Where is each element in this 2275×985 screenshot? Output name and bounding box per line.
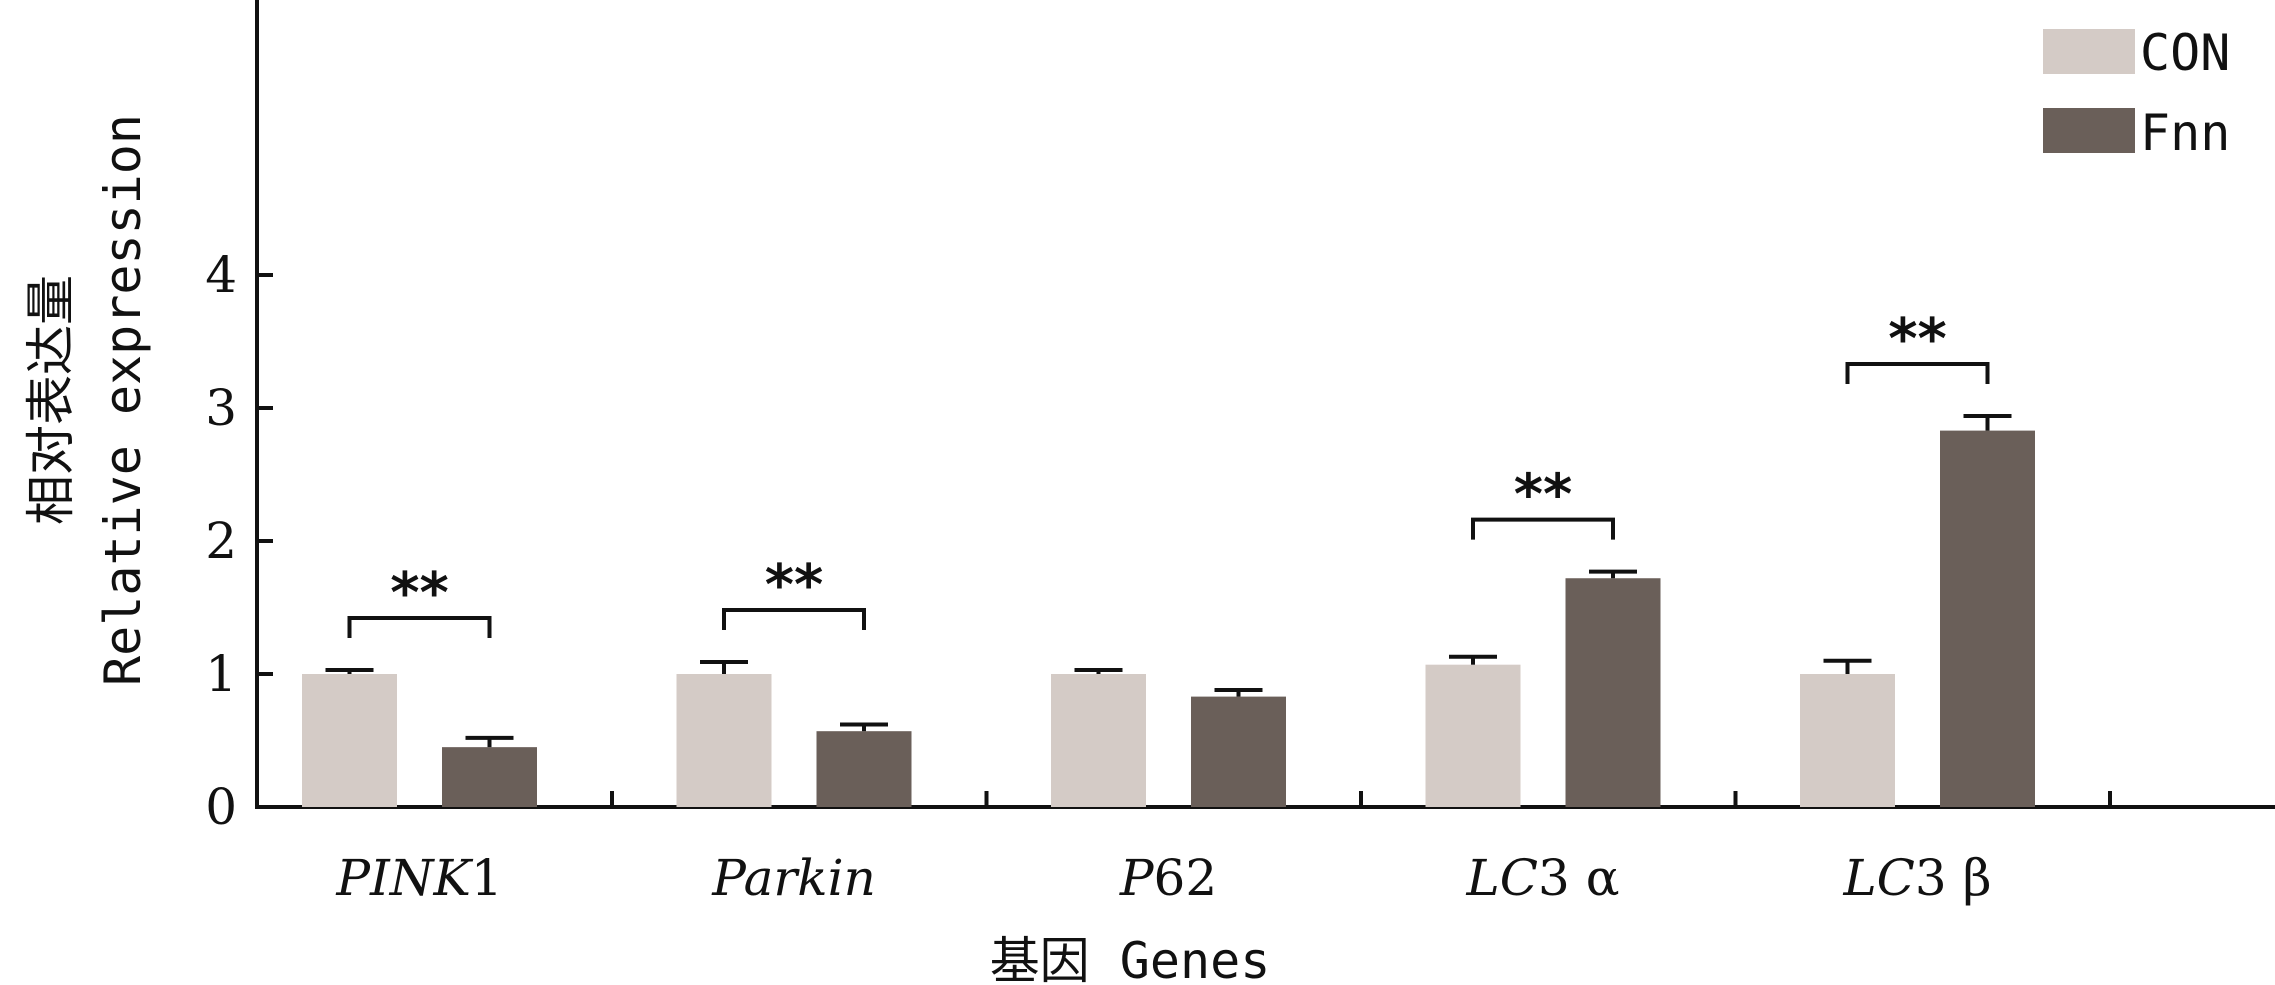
legend-swatch-con [2043, 29, 2135, 74]
y-axis-title-cn: 相对表达量 [22, 275, 80, 525]
category-label: LC3 β [1842, 849, 1991, 907]
significance-bracket [347, 616, 492, 639]
category-labels: PINK1 Parkin P62 LC3 α LC3 β [335, 849, 1991, 907]
category-label: PINK1 [335, 849, 502, 907]
bar [1940, 430, 2035, 807]
y-axis-title: 相对表达量 Relative expression [22, 114, 152, 686]
category-label-italic: P [1119, 849, 1155, 907]
x-ticks [610, 791, 2112, 807]
bar [1425, 664, 1521, 807]
significance-label: ** [1888, 307, 1947, 372]
y-ticks: 0 1 2 3 4 [205, 246, 273, 836]
bars [302, 413, 2035, 807]
legend-label-con: CON [2140, 24, 2230, 82]
x-axis-title: 基因 Genes [990, 932, 1271, 985]
category-label-suffix: 3 β [1915, 849, 1992, 907]
significance-label: ** [765, 553, 824, 618]
legend-label-fnn: Fnn [2140, 104, 2230, 162]
y-axis-title-en: Relative expression [94, 114, 152, 686]
bar [1800, 674, 1895, 807]
y-tick-label: 0 [205, 778, 237, 836]
category-label-suffix: 62 [1154, 849, 1218, 907]
y-tick-label: 2 [205, 512, 237, 570]
bar [816, 731, 912, 807]
bar [1191, 696, 1286, 807]
y-tick-label: 1 [205, 645, 237, 703]
significance-label: ** [390, 561, 449, 626]
category-label-italic: LC [1466, 849, 1538, 907]
significance-markers: ** ** ** ** [347, 307, 1990, 639]
bar [442, 747, 537, 807]
category-label: P62 [1119, 849, 1217, 907]
category-label: LC3 α [1466, 849, 1620, 907]
y-tick-label: 3 [205, 379, 237, 437]
legend-swatch-fnn [2043, 108, 2135, 153]
bar [1051, 674, 1146, 807]
category-label: Parkin [711, 849, 876, 907]
y-tick-label: 4 [205, 246, 237, 304]
bar [302, 674, 397, 807]
significance-bracket [722, 608, 866, 631]
significance-bracket [1845, 361, 1990, 384]
significance-bracket [1471, 517, 1615, 540]
bar [676, 674, 772, 807]
category-label-italic: PINK [335, 849, 473, 907]
legend: CON Fnn [2043, 24, 2230, 162]
significance-label: ** [1514, 463, 1573, 528]
category-label-suffix: 1 [471, 849, 503, 907]
category-label-suffix: 3 α [1538, 849, 1619, 907]
category-label-italic: LC [1842, 849, 1914, 907]
category-label-italic: Parkin [711, 849, 876, 907]
bar [1565, 578, 1661, 807]
